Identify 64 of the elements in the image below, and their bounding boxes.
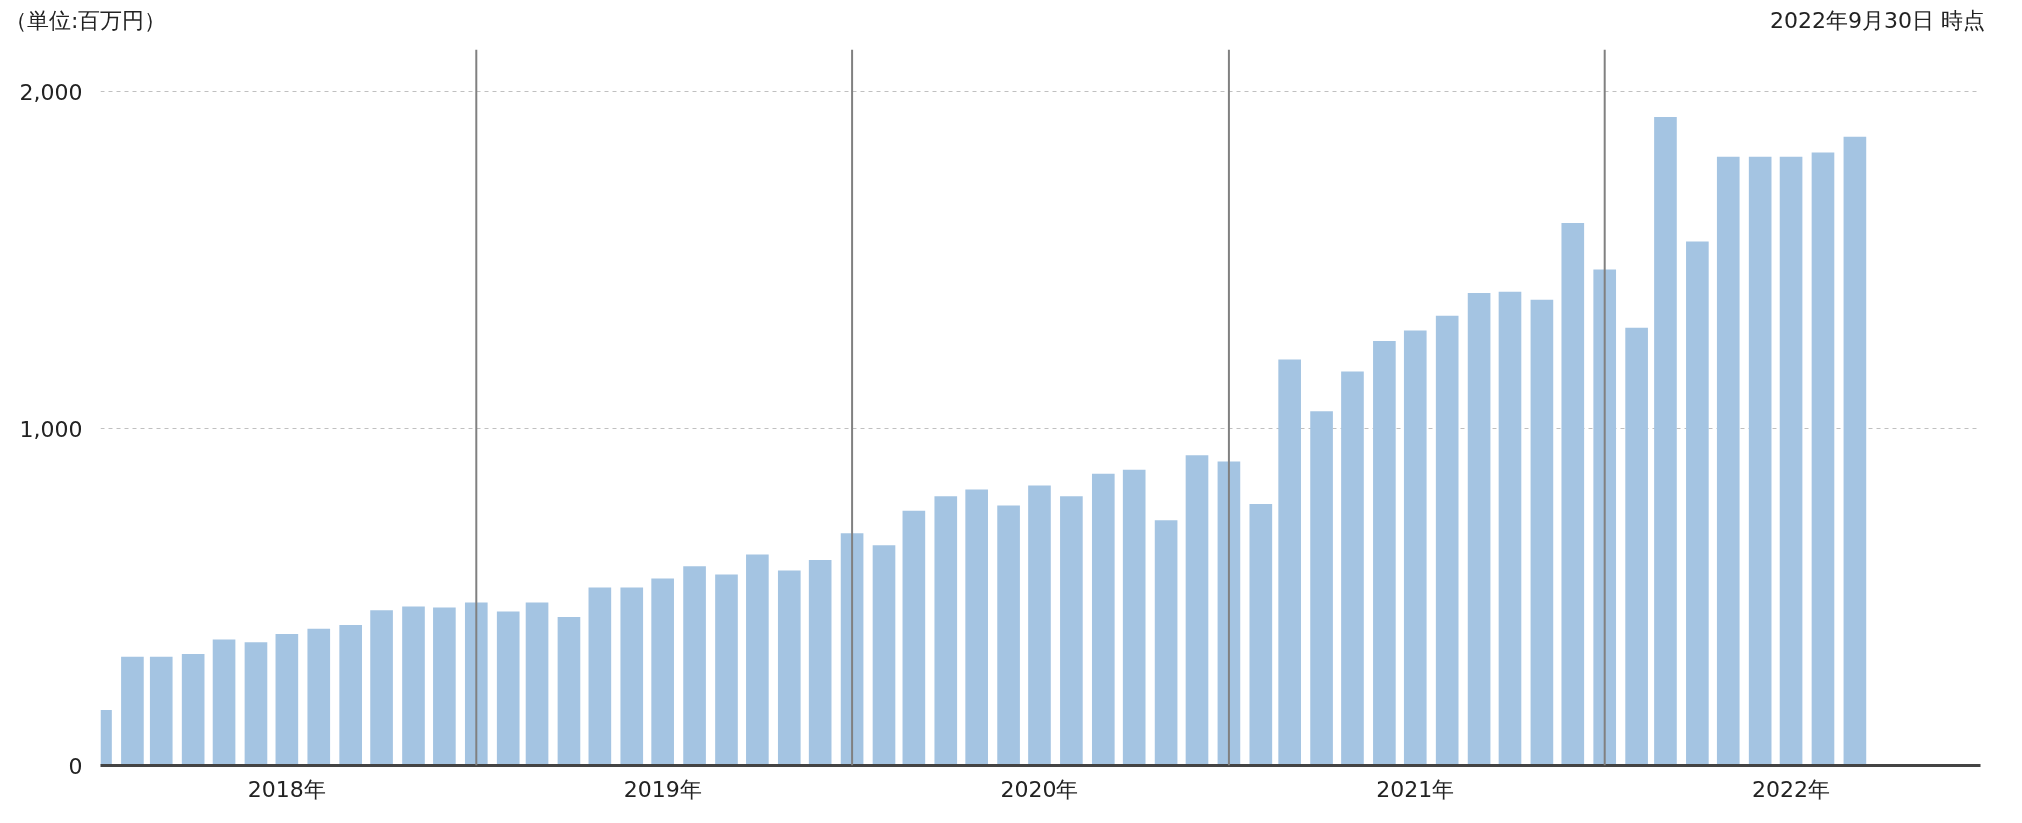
x-tick-label: 2019年 — [623, 776, 702, 802]
bar — [1310, 411, 1333, 766]
bar — [1748, 156, 1772, 766]
bar — [464, 602, 488, 766]
x-tick-label: 2021年 — [1376, 776, 1455, 802]
bar — [1185, 455, 1209, 766]
bar — [402, 606, 425, 766]
bar — [1654, 116, 1677, 766]
bar — [683, 566, 706, 766]
bar — [1625, 327, 1648, 766]
bar — [872, 545, 896, 766]
bar — [1716, 156, 1740, 766]
bar — [1028, 485, 1051, 766]
text: 2022年9月30日 時点 — [1769, 7, 1985, 35]
y-tick-label: 2,000 — [19, 79, 83, 105]
bar — [496, 611, 520, 766]
bar — [1593, 269, 1617, 766]
bar — [715, 574, 738, 766]
bar — [588, 587, 612, 766]
y-tick-label: 0 — [68, 753, 83, 779]
x-tick-label: 2022年 — [1752, 776, 1831, 802]
bar — [1467, 293, 1491, 766]
bar — [1811, 152, 1835, 766]
bar — [1403, 330, 1427, 766]
bar — [149, 656, 173, 766]
y-tick-label: 1,000 — [19, 416, 83, 442]
bar — [557, 616, 581, 766]
bar — [746, 554, 769, 766]
text: （単位:百万円） — [5, 7, 168, 35]
bar — [808, 559, 832, 766]
bar — [965, 489, 988, 766]
x-tick-label: 2020年 — [1000, 776, 1079, 802]
bar — [244, 642, 268, 766]
bar — [1779, 156, 1803, 766]
bar — [181, 653, 205, 766]
bar — [433, 607, 456, 766]
bar — [1530, 299, 1554, 766]
bar — [1249, 504, 1273, 766]
bar — [1154, 520, 1178, 766]
bar — [651, 578, 674, 766]
bar — [1686, 241, 1709, 766]
bar — [934, 496, 958, 766]
bar — [1435, 315, 1459, 766]
bar — [212, 639, 236, 766]
bar — [1843, 136, 1867, 766]
bar — [275, 634, 299, 766]
bar — [1373, 340, 1396, 766]
bar — [997, 505, 1020, 766]
x-tick-label: 2018年 — [247, 776, 326, 802]
bar — [1561, 223, 1585, 766]
bar — [1060, 496, 1083, 766]
bar — [777, 570, 801, 766]
bar — [307, 628, 331, 766]
bar — [339, 625, 363, 766]
bar — [121, 656, 144, 766]
bar — [1122, 469, 1146, 766]
bar — [902, 510, 926, 766]
bar — [1278, 359, 1301, 766]
bar — [1091, 473, 1115, 766]
bar — [620, 587, 644, 766]
bar — [525, 602, 549, 766]
bar — [1341, 371, 1364, 766]
bar — [370, 610, 393, 766]
bar — [1498, 291, 1522, 766]
